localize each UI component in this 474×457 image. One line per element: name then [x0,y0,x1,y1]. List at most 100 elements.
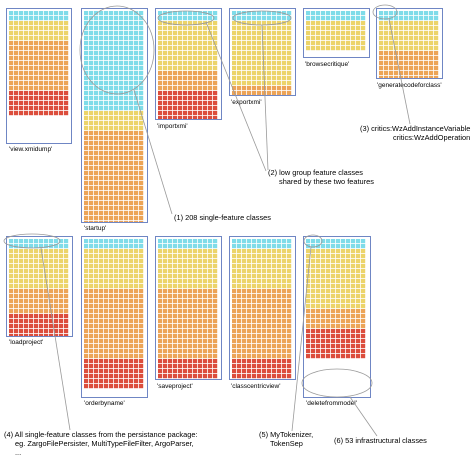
class-cell-orange [129,334,134,339]
class-cell-orange [336,314,341,319]
class-cell-orange [213,294,218,299]
class-cell-red [277,359,282,364]
class-cell-cyan [213,11,218,16]
class-cell-red [311,344,316,349]
class-cell-red [242,364,247,369]
class-cell-red [203,374,208,379]
class-cell-yellow [351,279,356,284]
class-cell-yellow [434,36,439,41]
class-cell-yellow [282,274,287,279]
class-cell-cyan [351,239,356,244]
class-cell-orange [139,131,144,136]
class-cell-cyan [94,61,99,66]
class-cell-yellow [89,126,94,131]
class-cell-red [129,384,134,389]
class-cell-yellow [272,76,277,81]
class-cell-red [311,329,316,334]
class-cell-orange [94,349,99,354]
class-cell-yellow [198,274,203,279]
class-cell-yellow [326,279,331,284]
class-cell-orange [139,309,144,314]
class-cell-yellow [232,26,237,31]
class-cell-cyan [104,91,109,96]
class-cell-orange [351,309,356,314]
class-cell-yellow [419,31,424,36]
class-cell-orange [193,324,198,329]
class-cell-red [361,334,366,339]
class-cell-orange [158,71,163,76]
class-cell-yellow [94,121,99,126]
class-cell-orange [203,289,208,294]
class-cell-orange [158,354,163,359]
class-cell-orange [282,339,287,344]
class-cell-yellow [242,259,247,264]
class-cell-red [29,324,34,329]
class-cell-yellow [379,26,384,31]
class-cell-red [19,334,24,336]
class-cell-orange [287,339,292,344]
class-cell-red [193,369,198,374]
class-cell-red [257,374,262,379]
class-cell-orange [19,309,24,314]
class-cell-orange [252,304,257,309]
class-cell-yellow [188,284,193,289]
class-cell-orange [262,339,267,344]
class-cell-orange [287,354,292,359]
class-cell-red [346,349,351,354]
class-cell-orange [129,191,134,196]
class-cell-yellow [316,289,321,294]
class-cell-orange [24,304,29,309]
class-cell-orange [208,289,213,294]
class-cell-yellow [351,249,356,254]
class-cell-yellow [282,71,287,76]
panel-label-orderbyname: 'orderbyname' [84,400,125,407]
class-cell-yellow [139,274,144,279]
class-cell-cyan [168,16,173,21]
class-cell-yellow [19,36,24,41]
class-cell-orange [193,329,198,334]
class-cell-yellow [247,36,252,41]
class-cell-cyan [213,244,218,249]
class-cell-orange [242,91,247,95]
class-cell-yellow [326,284,331,289]
class-cell-cyan [232,239,237,244]
class-cell-orange [178,304,183,309]
class-cell-red [341,344,346,349]
class-cell-yellow [252,249,257,254]
class-cell-orange [198,314,203,319]
class-cell-orange [158,289,163,294]
class-cell-yellow [306,26,311,31]
class-cell-red [193,359,198,364]
class-cell-orange [34,81,39,86]
class-cell-yellow [44,249,49,254]
class-cell-yellow [346,46,351,51]
class-cell-red [124,369,129,374]
class-cell-yellow [321,21,326,26]
class-cell-orange [203,294,208,299]
class-cell-orange [208,304,213,309]
class-cell-yellow [306,21,311,26]
class-cell-orange [178,81,183,86]
class-cell-yellow [89,254,94,259]
class-cell-cyan [99,31,104,36]
class-cell-red [326,354,331,359]
class-cell-orange [29,294,34,299]
class-cell-orange [39,66,44,71]
class-cell-cyan [316,239,321,244]
class-cell-red [213,101,218,106]
class-cell-orange [267,334,272,339]
class-cell-red [104,369,109,374]
class-cell-cyan [306,16,311,21]
class-cell-orange [208,354,213,359]
class-cell-cyan [89,91,94,96]
class-cell-red [173,364,178,369]
class-cell-orange [99,191,104,196]
class-cell-yellow [9,36,14,41]
class-cell-orange [272,344,277,349]
class-cell-yellow [124,254,129,259]
class-cell-orange [129,289,134,294]
class-cell-orange [39,61,44,66]
class-cell-orange [49,309,54,314]
class-cell-yellow [409,21,414,26]
class-cell-cyan [59,11,64,16]
